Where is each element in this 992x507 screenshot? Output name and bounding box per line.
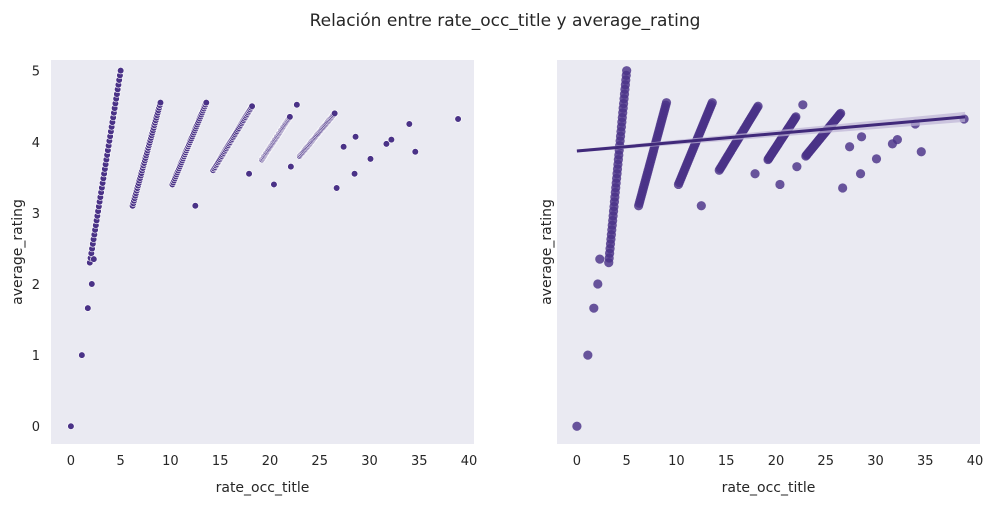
left-y-tick-label: 0 xyxy=(32,420,40,435)
left-plot-area xyxy=(51,60,474,444)
left-cluster-2-point xyxy=(202,99,210,107)
right-data-point xyxy=(792,162,802,172)
right-cluster-3-point xyxy=(753,101,763,111)
right-x-tick-label: 10 xyxy=(668,454,685,469)
right-data-point xyxy=(856,132,867,142)
right-x-tick-label: 5 xyxy=(623,454,631,469)
right-regression-panel: 0 5 10 15 20 25 30 35 40 rate_occ_title average_… xyxy=(539,60,983,496)
left-cluster-3-point xyxy=(248,102,256,110)
left-data-point xyxy=(84,304,92,312)
right-x-tick-label: 20 xyxy=(768,454,785,469)
left-data-point xyxy=(454,115,462,123)
left-cluster-5-point xyxy=(331,109,339,117)
left-data-point xyxy=(67,422,75,430)
left-data-point xyxy=(293,101,301,109)
left-scatter-panel: 0 5 10 15 20 25 30 35 40 0 1 2 3 4 5 rate_occ_title a… xyxy=(10,60,477,496)
right-data-point xyxy=(572,421,582,431)
right-data-point xyxy=(583,350,593,360)
left-y-axis-label: average_rating xyxy=(10,199,26,305)
left-x-tick-label: 5 xyxy=(117,454,125,469)
left-data-point xyxy=(387,136,395,144)
right-cluster-4-point xyxy=(791,112,801,122)
left-x-tick-label: 0 xyxy=(67,454,75,469)
left-data-point xyxy=(88,280,96,288)
left-cluster-4-point xyxy=(286,113,294,121)
right-cluster-2-point xyxy=(707,98,717,108)
left-data-point xyxy=(245,170,253,178)
right-data-point xyxy=(595,254,605,264)
left-data-point xyxy=(350,170,359,178)
right-data-point xyxy=(871,154,882,164)
left-data-point xyxy=(411,148,419,156)
right-x-axis-label: rate_occ_title xyxy=(722,480,816,496)
right-data-point xyxy=(845,142,855,152)
left-data-point xyxy=(405,120,413,128)
right-data-point xyxy=(855,169,866,179)
right-cluster-0-point xyxy=(622,66,632,76)
figure-title: Relación entre rate_occ_title y average_… xyxy=(310,11,701,31)
left-y-tick-label: 1 xyxy=(32,349,40,364)
left-data-point xyxy=(78,351,86,359)
right-x-tick-label: 35 xyxy=(917,454,934,469)
right-data-point xyxy=(916,147,926,157)
left-x-axis-label: rate_occ_title xyxy=(216,480,310,496)
left-y-tick-label: 4 xyxy=(32,136,40,151)
left-x-tick-label: 25 xyxy=(311,454,328,469)
right-x-tick-label: 25 xyxy=(817,454,834,469)
left-data-point xyxy=(270,180,278,189)
right-y-axis-label: average_rating xyxy=(539,199,555,305)
right-x-tick-label: 15 xyxy=(718,454,735,469)
left-x-tick-label: 30 xyxy=(361,454,378,469)
left-data-point xyxy=(287,163,295,171)
right-data-point xyxy=(892,135,902,145)
left-x-tick-label: 15 xyxy=(212,454,229,469)
right-data-point xyxy=(838,183,848,193)
left-cluster-1-point xyxy=(156,99,165,107)
right-x-tick-label: 40 xyxy=(967,454,984,469)
left-x-tick-label: 10 xyxy=(162,454,179,469)
left-data-point xyxy=(382,140,391,148)
left-cluster-0-point xyxy=(117,67,125,75)
left-data-point xyxy=(366,155,375,163)
regression-line xyxy=(576,115,966,153)
right-data-point xyxy=(798,100,808,110)
left-x-tick-label: 35 xyxy=(411,454,428,469)
right-x-tick-label: 0 xyxy=(573,454,581,469)
right-data-point xyxy=(775,179,785,190)
left-data-point xyxy=(90,255,98,263)
right-cluster-5-point xyxy=(836,108,846,118)
left-data-point xyxy=(340,143,348,151)
left-y-tick-label: 5 xyxy=(32,65,40,80)
right-data-point xyxy=(593,279,603,289)
right-cluster-1-point xyxy=(661,98,672,108)
left-data-point xyxy=(333,184,341,192)
left-x-tick-label: 40 xyxy=(461,454,478,469)
right-data-point xyxy=(589,303,599,313)
left-data-point xyxy=(351,133,360,141)
left-y-tick-label: 2 xyxy=(32,278,40,293)
left-data-point xyxy=(191,202,199,210)
left-x-tick-label: 20 xyxy=(262,454,279,469)
left-y-tick-label: 3 xyxy=(32,207,40,222)
right-x-tick-label: 30 xyxy=(867,454,884,469)
right-data-point xyxy=(696,201,706,211)
right-data-point xyxy=(750,169,760,179)
